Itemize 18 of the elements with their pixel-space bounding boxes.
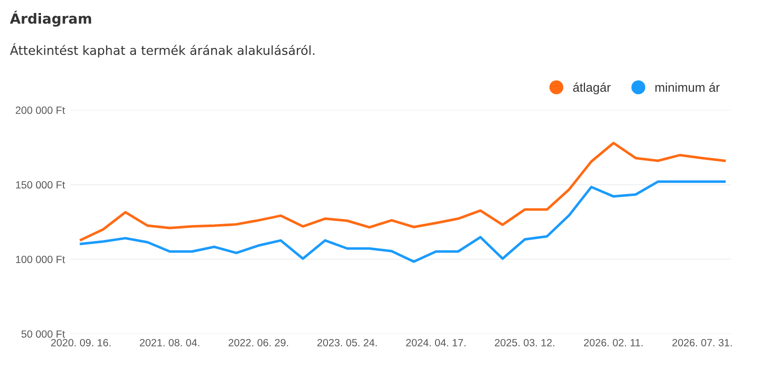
line-series [80, 142, 726, 242]
y-tick-label: 100 000 Ft [16, 256, 65, 264]
x-tick-label: 2026. 07. 31. [672, 338, 732, 346]
x-tick-label: 2025. 03. 12. [494, 338, 554, 346]
chart-title: Árdiagram [10, 10, 92, 27]
x-tick-label: 2024. 04. 17. [406, 338, 466, 346]
x-tick-label: 2026. 02. 11. [584, 338, 643, 346]
line-series [80, 180, 726, 263]
y-tick-label: 50 000 Ft [21, 330, 65, 338]
chart-subtitle: Áttekintést kaphat a termék árának alakulásáról. [10, 43, 314, 58]
y-tick-label: 150 000 Ft [16, 181, 65, 189]
x-tick-label: 2022. 06. 29. [228, 338, 288, 346]
x-tick-label: 2023. 05. 24. [317, 338, 377, 346]
y-tick-label: 200 000 Ft [16, 106, 65, 114]
legend-label: átlagár [573, 82, 611, 94]
x-tick-label: 2021. 08. 04. [140, 338, 200, 346]
x-tick-label: 2020. 09. 16. [51, 338, 110, 346]
legend-label: minimum ár [655, 82, 720, 92]
